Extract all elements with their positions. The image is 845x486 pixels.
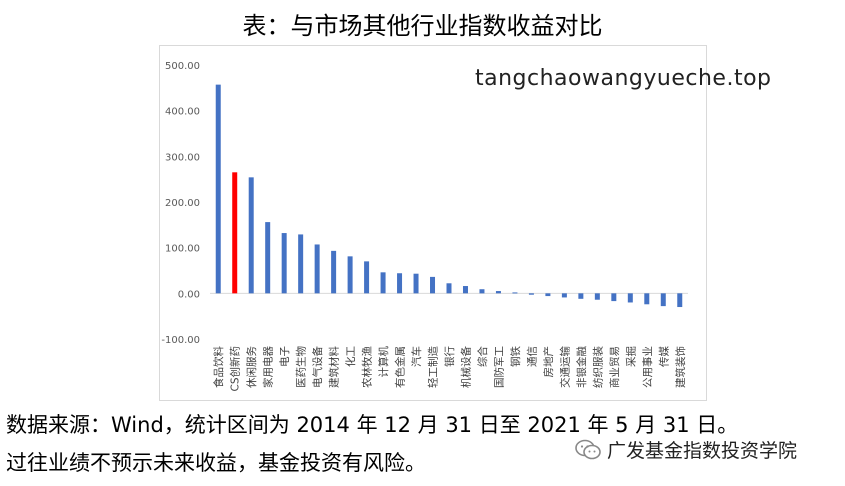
x-tick-label: 有色金属: [394, 346, 407, 388]
bar-19: [528, 293, 534, 295]
bar-1: [232, 172, 238, 294]
x-tick-label: 公用事业: [641, 346, 654, 388]
bar-28: [677, 293, 683, 308]
x-tick-label: 交通运输: [558, 346, 571, 388]
bar-16: [479, 289, 485, 294]
x-tick-label: 建筑材料: [328, 346, 341, 388]
x-tick-label: 商业贸易: [608, 346, 621, 388]
bar-4: [281, 233, 287, 294]
x-tick-label: 电子: [278, 346, 291, 367]
x-tick-label: 农林牧渔: [361, 346, 374, 388]
bar-22: [578, 293, 584, 299]
x-tick-label: 食品饮料: [212, 346, 225, 388]
brand-name: 广发基金指数投资学院: [607, 440, 798, 462]
bar-27: [660, 293, 666, 307]
bar-26: [644, 293, 650, 305]
bar-0: [215, 84, 221, 294]
bar-24: [611, 293, 617, 302]
y-tick-label: 300.00: [165, 152, 200, 163]
bar-18: [512, 292, 518, 294]
x-tick-label: 汽车: [410, 346, 423, 367]
y-tick-label: 100.00: [165, 244, 200, 255]
y-tick-label: 500.00: [165, 61, 200, 72]
watermark: tangchaowangyueche.top: [475, 66, 772, 91]
chart-frame: -100.00 0.00 100.00 200.00 300.00 400.00 500.0…: [159, 45, 707, 401]
bar-12: [413, 273, 419, 294]
bar-15: [462, 286, 468, 294]
bar-11: [397, 273, 403, 294]
x-tick-label: 房地产: [542, 346, 555, 378]
x-tick-label: CS创新药: [229, 346, 242, 392]
x-tick-label: 化工: [344, 346, 357, 367]
bar-9: [364, 261, 370, 294]
bar-3: [265, 222, 271, 294]
x-tick-label: 建筑装饰: [674, 346, 687, 388]
page-title: 表：与市场其他行业指数收益对比: [242, 12, 603, 40]
bar-6: [314, 244, 320, 294]
x-tick-label: 医药生物: [295, 346, 308, 388]
x-tick-label: 机械设备: [459, 346, 472, 388]
x-tick-label: 非银金融: [575, 346, 588, 388]
x-tick-label: 轻工制造: [427, 346, 440, 388]
x-tick-label: 家用电器: [262, 346, 275, 388]
bar-23: [594, 293, 600, 300]
x-tick-label: 钢铁: [509, 346, 522, 367]
bar-2: [248, 177, 254, 294]
bar-8: [347, 256, 353, 294]
x-tick-label: 休闲服务: [245, 346, 258, 388]
bar-7: [331, 250, 337, 294]
y-tick-label: 200.00: [165, 198, 200, 209]
x-tick-label: 国防军工: [492, 346, 505, 388]
bar-25: [627, 293, 633, 303]
x-tick-label: 银行: [443, 346, 456, 367]
bar-chart: -100.00 0.00 100.00 200.00 300.00 400.00 500.0…: [161, 61, 688, 392]
bar-14: [446, 283, 452, 294]
bar-20: [545, 293, 551, 297]
x-tick-label: 综合: [476, 346, 489, 367]
wechat-icon: [575, 439, 601, 459]
x-tick-label: 电气设备: [311, 346, 324, 388]
x-tick-label: 纺织服装: [591, 346, 604, 388]
x-tick-label: 计算机: [377, 346, 390, 378]
bar-21: [561, 293, 567, 298]
brand-badge: 广发基金指数投资学院: [575, 436, 797, 463]
source-note: 数据来源：Wind，统计区间为 2014 年 12 月 31 日至 2021 年…: [6, 413, 739, 437]
y-tick-label: 0.00: [178, 289, 200, 300]
bar-5: [298, 234, 304, 294]
bar-10: [380, 272, 386, 294]
risk-disclaimer: 过往业绩不预示未来收益，基金投资有风险。: [6, 451, 426, 475]
x-tick-label: 通信: [526, 346, 538, 367]
y-tick-label: 400.00: [165, 107, 200, 118]
bar-17: [495, 291, 501, 294]
x-tick-label: 采掘: [624, 346, 637, 367]
bar-13: [430, 276, 436, 294]
x-tick-label: 传媒: [657, 346, 670, 367]
y-tick-label: -100.00: [161, 335, 200, 346]
